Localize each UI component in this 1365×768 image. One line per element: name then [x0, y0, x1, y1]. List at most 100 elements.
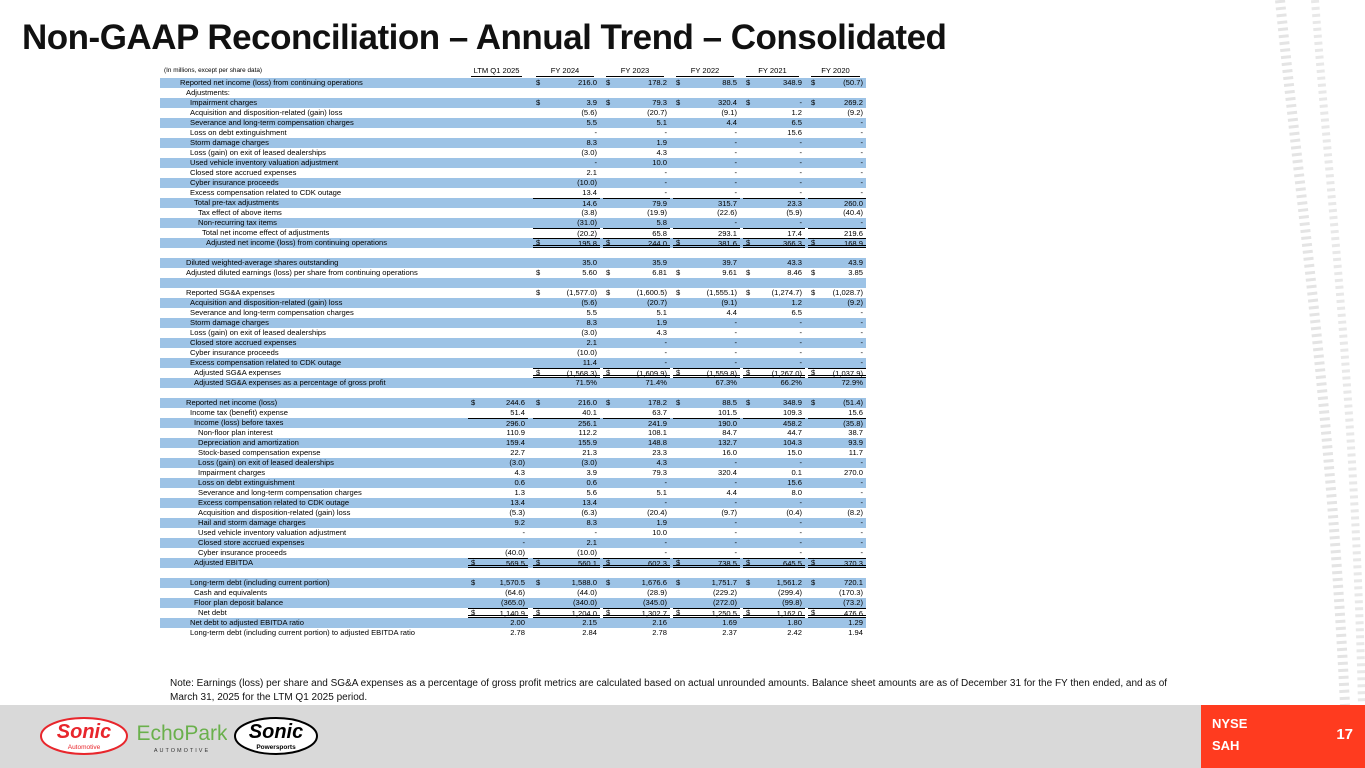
- value-cell: -: [743, 148, 805, 158]
- value-text: 178.2: [647, 78, 667, 87]
- value-text: 2.42: [787, 628, 802, 637]
- value-text: 1.3: [514, 488, 525, 497]
- value-text: 39.7: [722, 258, 737, 267]
- value-text: 4.3: [656, 458, 667, 467]
- value-text: -: [860, 478, 863, 487]
- value-text: -: [860, 188, 863, 197]
- currency-symbol: $: [676, 288, 681, 297]
- value-text: -: [734, 218, 737, 227]
- value-cell: -: [808, 308, 866, 318]
- currency-symbol: $: [536, 608, 541, 617]
- value-cell: -: [673, 158, 740, 168]
- currency-symbol: $: [471, 608, 476, 617]
- value-cell: (3.0): [468, 458, 528, 468]
- row-label: Income (loss) before taxes: [194, 418, 284, 427]
- value-text: -: [664, 128, 667, 137]
- value-text: -: [860, 168, 863, 177]
- value-cell: 79.3: [603, 468, 670, 478]
- table-row: Excess compensation related to CDK outag…: [160, 358, 866, 368]
- value-cell: 63.7: [603, 408, 670, 418]
- value-cell: $381.6: [673, 238, 740, 248]
- value-text: (40.0): [505, 548, 525, 557]
- value-cell: 35.0: [533, 258, 600, 268]
- value-text: 216.0: [577, 398, 597, 407]
- value-cell: 9.2: [468, 518, 528, 528]
- value-cell: 1.2: [743, 108, 805, 118]
- value-text: 569.5: [505, 559, 525, 568]
- value-text: 296.0: [505, 419, 525, 428]
- table-row: Acquisition and disposition-related (gai…: [160, 298, 866, 308]
- value-text: (0.4): [786, 508, 802, 517]
- value-cell: $1,250.5: [673, 608, 740, 618]
- value-cell: -: [743, 218, 805, 228]
- value-text: -: [664, 168, 667, 177]
- value-text: (9.2): [847, 108, 863, 117]
- value-cell: $560.1: [533, 558, 600, 568]
- value-cell: -: [743, 498, 805, 508]
- value-cell: -: [743, 158, 805, 168]
- value-cell: 14.6: [533, 198, 600, 208]
- value-cell: 43.9: [808, 258, 866, 268]
- value-cell: 155.9: [533, 438, 600, 448]
- value-cell: 67.3%: [673, 378, 740, 388]
- value-cell: -: [808, 168, 866, 178]
- value-text: -: [734, 528, 737, 537]
- value-cell: -: [673, 138, 740, 148]
- value-text: 5.1: [656, 118, 667, 127]
- currency-symbol: $: [676, 238, 681, 247]
- value-text: 1.69: [722, 618, 737, 627]
- value-cell: -: [808, 488, 866, 498]
- svg-text:Automotive: Automotive: [68, 744, 101, 751]
- value-text: -: [860, 348, 863, 357]
- currency-symbol: $: [471, 578, 476, 587]
- value-text: 3.9: [586, 468, 597, 477]
- value-cell: 16.0: [673, 448, 740, 458]
- value-text: (3.0): [509, 458, 525, 467]
- row-label: Floor plan deposit balance: [194, 598, 284, 607]
- table-row: Loss (gain) on exit of leased dealership…: [160, 458, 866, 468]
- value-cell: $1,676.6: [603, 578, 670, 588]
- currency-symbol: $: [746, 288, 751, 297]
- value-text: (64.6): [505, 588, 525, 597]
- table-row: Hail and storm damage charges 9.2 8.3 1.9 - -…: [160, 518, 866, 528]
- value-text: 2.1: [586, 538, 597, 547]
- currency-symbol: $: [746, 268, 751, 277]
- value-text: 560.1: [577, 559, 597, 568]
- value-cell: 8.0: [743, 488, 805, 498]
- value-cell: (0.4): [743, 508, 805, 518]
- value-cell: 35.9: [603, 258, 670, 268]
- value-text: -: [734, 138, 737, 147]
- value-text: 15.6: [787, 478, 802, 487]
- value-cell: -: [673, 498, 740, 508]
- value-text: (3.0): [581, 148, 597, 157]
- value-text: 366.3: [782, 239, 802, 248]
- value-text: 109.3: [782, 408, 802, 417]
- value-cell: 2.78: [468, 628, 528, 638]
- value-cell: -: [603, 348, 670, 358]
- value-text: -: [664, 548, 667, 557]
- value-cell: -: [673, 338, 740, 348]
- value-text: (3.8): [581, 208, 597, 217]
- value-cell: $ (1,577.0): [533, 288, 600, 298]
- value-cell: $ (1,037.9): [808, 368, 866, 378]
- value-text: -: [860, 548, 863, 557]
- currency-symbol: $: [606, 398, 611, 407]
- row-label: Tax effect of above items: [198, 208, 282, 217]
- table-row: Loss (gain) on exit of leased dealership…: [160, 328, 866, 338]
- table-row: Tax effect of above items (3.8) (19.9) (22.…: [160, 208, 866, 218]
- value-text: 190.0: [717, 419, 737, 428]
- row-label: Loss (gain) on exit of leased dealership…: [190, 328, 326, 337]
- tire-tracks-decoration: [1275, 0, 1365, 705]
- row-label: Net debt to adjusted EBITDA ratio: [190, 618, 304, 627]
- value-text: -: [734, 458, 737, 467]
- value-text: 4.4: [726, 488, 737, 497]
- row-label: Reported net income (loss) from continui…: [180, 78, 363, 87]
- value-text: (8.2): [847, 508, 863, 517]
- value-text: 8.46: [787, 268, 802, 277]
- value-text: 93.9: [848, 438, 863, 447]
- row-label: Adjusted EBITDA: [194, 558, 254, 567]
- value-text: (35.8): [843, 419, 863, 428]
- value-text: 476.6: [843, 609, 863, 618]
- value-text: -: [664, 478, 667, 487]
- row-label: Severance and long-term compensation cha…: [190, 118, 354, 127]
